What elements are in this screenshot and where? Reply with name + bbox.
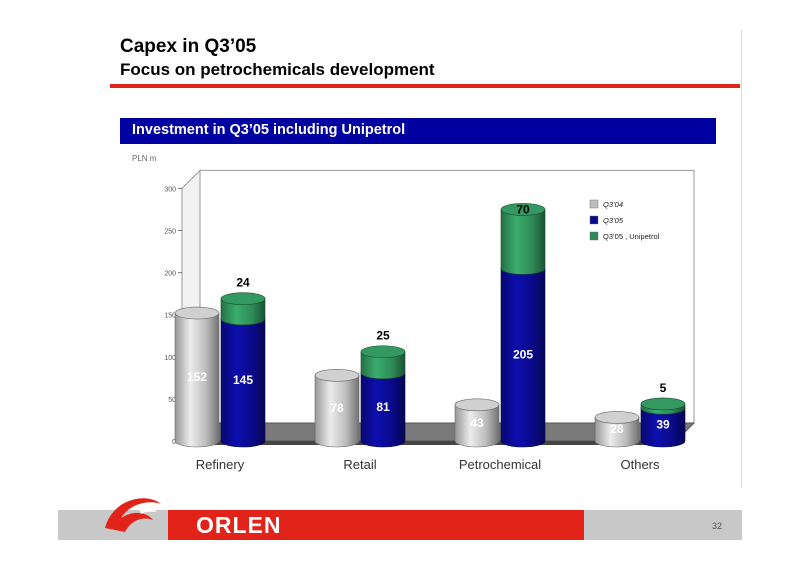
legend-swatch xyxy=(589,231,599,241)
bar-q305-3 xyxy=(640,407,686,448)
x-tick-label: Petrochemical xyxy=(459,457,541,472)
y-tick-label: 0 xyxy=(172,439,176,446)
y-tick-label: 50 xyxy=(168,397,176,404)
bar-unipetrol-0 xyxy=(220,298,266,326)
data-label-q305: 81 xyxy=(376,400,390,414)
bar-unipetrol-2 xyxy=(500,209,546,275)
bar-q304-2-top xyxy=(454,398,500,412)
data-label-unipetrol: 5 xyxy=(660,381,667,395)
data-label-q304: 152 xyxy=(187,370,207,384)
y-tick-label: 150 xyxy=(164,313,176,320)
data-label-q304: 78 xyxy=(330,401,344,415)
bar-q304-0 xyxy=(174,312,220,448)
data-label-q304: 28 xyxy=(610,422,624,436)
divider-line xyxy=(741,30,742,488)
y-tick-label: 300 xyxy=(164,186,176,193)
orlen-eagle-icon xyxy=(105,498,161,532)
legend-label: Q3’04 xyxy=(603,200,623,209)
data-label-unipetrol: 25 xyxy=(376,329,390,343)
x-tick-label: Refinery xyxy=(196,457,245,472)
legend-swatch xyxy=(589,215,599,225)
page-number: 32 xyxy=(712,521,723,531)
x-tick-label: Retail xyxy=(343,457,376,472)
bar-q304-3 xyxy=(594,417,640,448)
bar-unipetrol-1 xyxy=(360,351,406,380)
bar-unipetrol-0-top xyxy=(220,292,266,306)
bar-q304-2 xyxy=(454,404,500,448)
data-label-q304: 43 xyxy=(470,416,484,430)
bar-q305-0 xyxy=(220,318,266,448)
bar-q304-1-top xyxy=(314,369,360,382)
chart-floor-edge xyxy=(182,441,676,445)
y-tick-label: 250 xyxy=(164,229,176,236)
data-label-unipetrol: 70 xyxy=(516,202,530,216)
data-label-unipetrol: 24 xyxy=(236,276,250,290)
bar-q304-3-top xyxy=(594,411,640,424)
bar-q304-1 xyxy=(314,375,360,448)
banner-text: Investment in Q3’05 including Unipetrol xyxy=(132,122,406,138)
footer-red-bar xyxy=(168,510,584,540)
bar-unipetrol-2-top xyxy=(500,203,546,216)
legend-label: Q3’05 , Unipetrol xyxy=(603,232,660,241)
slide-subtitle: Focus on petrochemicals development xyxy=(120,60,435,79)
data-label-q305: 205 xyxy=(513,348,533,362)
y-tick-label: 100 xyxy=(164,355,176,362)
title-underline xyxy=(110,84,740,88)
units-label: PLN m xyxy=(132,154,157,163)
legend-swatch xyxy=(589,199,599,209)
bar-unipetrol-3-top xyxy=(640,397,686,411)
y-tick-label: 200 xyxy=(164,271,176,278)
data-label-q305: 39 xyxy=(656,418,670,432)
section-banner: Investment in Q3’05 including Unipetrol xyxy=(120,118,716,144)
bar-q305-1 xyxy=(360,372,406,448)
x-tick-label: Others xyxy=(620,457,660,472)
data-label-q305: 145 xyxy=(233,373,253,387)
bar-q305-2 xyxy=(500,268,546,448)
bar-unipetrol-1-top xyxy=(360,345,406,359)
orlen-logo-text: ORLEN xyxy=(196,512,282,538)
slide-title: Capex in Q3’05 xyxy=(120,36,257,57)
legend-label: Q3’05 xyxy=(603,216,624,225)
bar-q304-0-top xyxy=(174,306,220,320)
